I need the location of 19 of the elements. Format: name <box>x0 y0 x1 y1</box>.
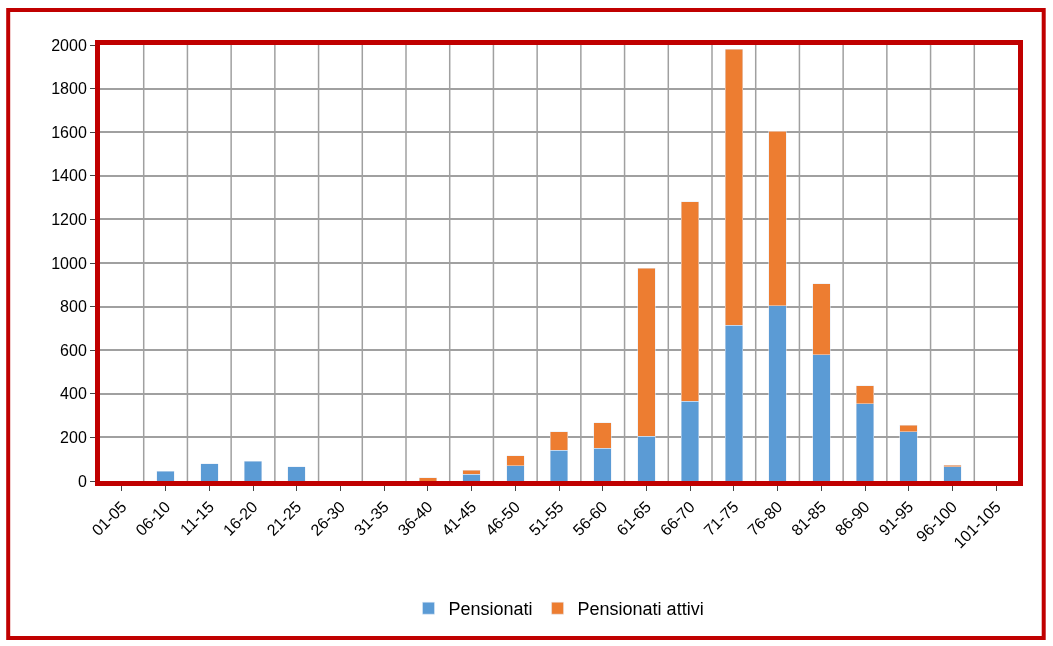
y-tick-label: 1000 <box>51 254 87 272</box>
y-tick-label: 1800 <box>51 80 87 98</box>
y-tick-label: 200 <box>60 429 87 446</box>
bar <box>943 466 962 481</box>
legend-label: Pensionati <box>448 599 533 620</box>
y-tick-label: 1400 <box>51 167 87 185</box>
bar <box>200 463 219 481</box>
bar <box>287 466 306 481</box>
y-tick-label: 1600 <box>51 123 87 141</box>
bar <box>156 470 175 481</box>
y-tick-label: 400 <box>60 385 87 403</box>
bar <box>418 477 437 481</box>
y-tick-label: 800 <box>60 298 87 316</box>
y-tick-label: 1200 <box>51 211 87 228</box>
y-tick-label: 600 <box>60 341 87 359</box>
bar <box>244 461 262 481</box>
legend-label: Pensionati attivi <box>577 599 704 620</box>
y-tick-label: 0 <box>77 472 87 490</box>
y-tick-label: 2000 <box>51 36 87 54</box>
